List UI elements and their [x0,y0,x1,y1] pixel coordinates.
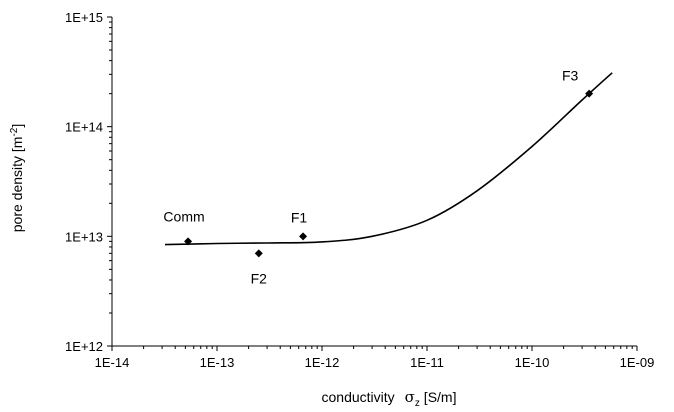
y-tick-label: 1E+12 [65,339,103,354]
x-ticks: 1E-14 1E-13 1E-12 1E-11 1E-10 1E-09 [95,346,655,370]
y-tick-label: 1E+14 [65,120,103,135]
point-label-f2: F2 [251,270,268,286]
point-label-f1: F1 [291,209,308,225]
data-point-f2 [254,249,263,258]
x-tick-label: 1E-11 [410,355,444,370]
x-tick-label: 1E-13 [200,355,235,370]
x-tick-label: 1E-09 [620,355,655,370]
data-points: Comm F2 F1 F3 [163,68,594,286]
y-ticks: 1E+12 1E+13 1E+14 1E+15 [65,10,112,354]
y-tick-label: 1E+13 [65,229,103,244]
x-axis-title: conductivity σz [S/m] [322,388,457,409]
fit-curve [164,72,613,246]
data-point-comm [184,237,193,246]
x-tick-label: 1E-12 [305,355,340,370]
data-point-f1 [299,232,308,241]
y-tick-label: 1E+15 [65,10,103,25]
point-label-comm: Comm [163,208,204,224]
y-axis-title: pore density [m-2] [9,124,25,233]
x-tick-label: 1E-10 [515,355,550,370]
x-tick-label: 1E-14 [95,355,130,370]
point-label-f3: F3 [562,68,579,84]
data-point-f3 [585,89,594,98]
